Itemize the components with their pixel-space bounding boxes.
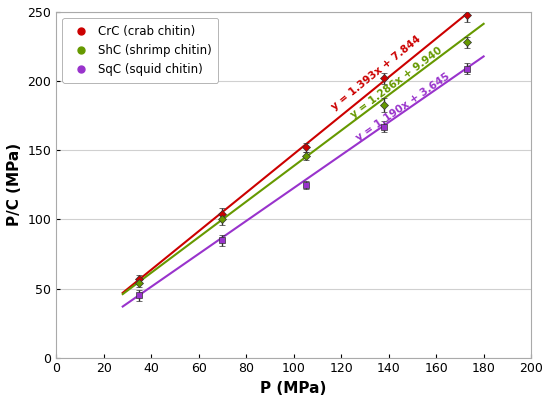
Text: y = 1.190x + 3.645: y = 1.190x + 3.645 xyxy=(354,72,452,143)
X-axis label: P (MPa): P (MPa) xyxy=(261,381,327,396)
Text: y = 1.393x + 7.844: y = 1.393x + 7.844 xyxy=(330,33,423,112)
Y-axis label: P/C (MPa): P/C (MPa) xyxy=(7,143,22,226)
Text: y = 1.286x + 9.940: y = 1.286x + 9.940 xyxy=(349,45,444,120)
Legend: CrC (crab chitin), ShC (shrimp chitin), SqC (squid chitin): CrC (crab chitin), ShC (shrimp chitin), … xyxy=(62,18,218,83)
